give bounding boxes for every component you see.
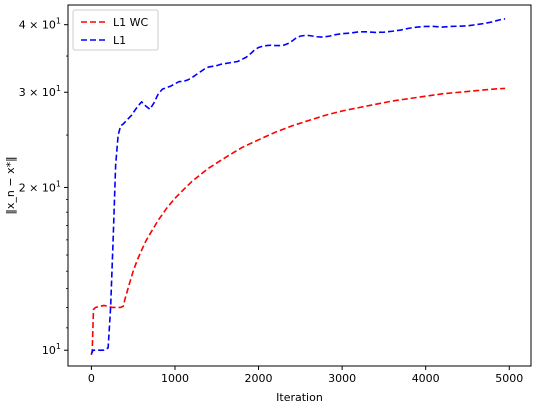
x-tick-label: 4000 (412, 372, 440, 385)
series-line-l1 (90, 18, 506, 355)
y-tick-label: 4 × 101 (19, 17, 61, 32)
y-tick-label: 101 (42, 342, 61, 357)
plot-layer (90, 18, 506, 356)
y-tick-label: 3 × 101 (19, 84, 61, 99)
x-axis-label: Iteration (276, 391, 323, 404)
x-tick-label: 2000 (245, 372, 273, 385)
x-tick-label: 5000 (495, 372, 523, 385)
y-tick-label: 2 × 101 (19, 179, 61, 194)
axes-layer: 0 1000 2000 3000 4000 5000 101 2 × 101 3 × 101 4 … (4, 4, 532, 404)
legend-label: L1 WC (113, 16, 149, 29)
axes-frame (67, 4, 532, 367)
y-axis-label: ‖x_n − x*‖ (4, 156, 17, 214)
legend-label: L1 (113, 34, 126, 47)
x-tick-label: 1000 (161, 372, 189, 385)
series-line-l1-wc (90, 87, 506, 356)
x-tick-label: 3000 (328, 372, 356, 385)
legend: L1 WC L1 (72, 9, 159, 51)
x-tick-label: 0 (88, 372, 95, 385)
